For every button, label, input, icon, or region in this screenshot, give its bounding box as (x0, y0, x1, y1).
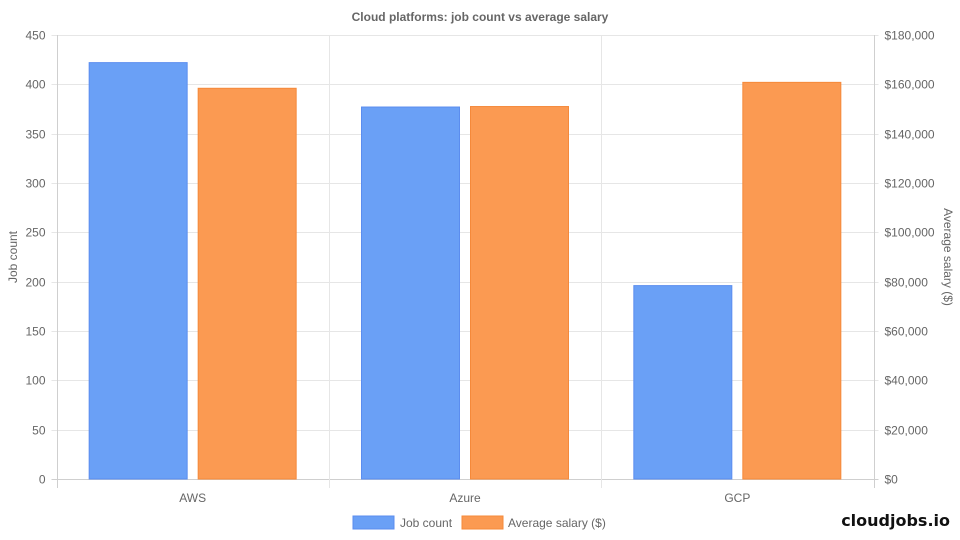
right-tick-label: $140,000 (885, 128, 935, 142)
left-axis-title: Job count (6, 230, 20, 283)
bar-series (88, 62, 842, 480)
right-tick-label: $60,000 (885, 325, 929, 339)
legend-swatch (461, 515, 504, 530)
left-tick-label: 450 (25, 29, 45, 43)
legend: Job count Average salary ($) (352, 515, 606, 530)
right-tick-label: $100,000 (885, 226, 935, 240)
left-y-axis: 0 50 100 150 200 250 300 350 400 450 (25, 29, 45, 487)
bar-gcp-salary[interactable] (742, 81, 842, 480)
legend-swatch (352, 515, 395, 530)
right-tick-label: $40,000 (885, 374, 929, 388)
right-tick-label: $0 (885, 473, 899, 487)
legend-label: Job count (400, 516, 453, 530)
gridlines (51, 35, 879, 488)
left-tick-label: 300 (25, 177, 45, 191)
right-tick-label: $20,000 (885, 424, 929, 438)
x-axis: AWS Azure GCP (179, 491, 750, 505)
right-tick-label: $80,000 (885, 276, 929, 290)
left-tick-label: 0 (39, 473, 46, 487)
x-tick-label: Azure (449, 491, 481, 505)
right-tick-label: $180,000 (885, 29, 935, 43)
bar-gcp-job-count[interactable] (633, 285, 733, 480)
bar-aws-salary[interactable] (197, 87, 297, 480)
legend-item-average-salary[interactable]: Average salary ($) (461, 515, 606, 530)
watermark-brand: cloudjobs.io (841, 511, 950, 530)
left-tick-label: 150 (25, 325, 45, 339)
right-y-axis: $0 $20,000 $40,000 $60,000 $80,000 $100,000 $1… (885, 29, 935, 487)
chart-title: Cloud platforms: job count vs average sa… (352, 10, 609, 24)
bar-azure-salary[interactable] (470, 106, 569, 480)
legend-item-job-count[interactable]: Job count (352, 515, 453, 530)
left-tick-label: 200 (25, 276, 45, 290)
left-tick-label: 350 (25, 128, 45, 142)
right-tick-label: $120,000 (885, 177, 935, 191)
bar-aws-job-count[interactable] (88, 62, 188, 480)
left-tick-label: 100 (25, 374, 45, 388)
left-tick-label: 250 (25, 226, 45, 240)
right-tick-label: $160,000 (885, 78, 935, 92)
bar-azure-job-count[interactable] (361, 106, 460, 480)
right-axis-title: Average salary ($) (941, 208, 955, 306)
x-tick-label: AWS (179, 491, 206, 505)
x-tick-label: GCP (724, 491, 750, 505)
left-tick-label: 400 (25, 78, 45, 92)
left-tick-label: 50 (32, 424, 46, 438)
legend-label: Average salary ($) (508, 516, 606, 530)
